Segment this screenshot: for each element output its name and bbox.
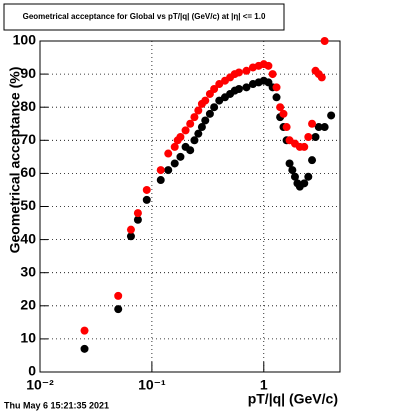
data-point: [234, 84, 243, 93]
data-point: [142, 185, 151, 194]
data-point: [201, 116, 210, 125]
data-point: [133, 209, 142, 218]
y-tick-label: 10: [20, 330, 36, 346]
y-tick-label: 30: [20, 263, 36, 279]
data-point: [190, 136, 199, 145]
y-tick-label: 80: [20, 98, 36, 114]
data-point: [290, 172, 299, 181]
data-point: [285, 159, 294, 168]
timestamp: Thu May 6 15:21:35 2021: [4, 400, 109, 410]
data-point: [80, 326, 89, 335]
data-point: [304, 132, 313, 141]
x-axis-label: pT/|q| (GeV/c): [248, 391, 338, 407]
data-point: [304, 172, 313, 181]
data-point: [300, 179, 309, 188]
data-point: [308, 119, 317, 128]
data-point: [190, 113, 199, 122]
data-point: [156, 176, 165, 185]
data-point: [282, 123, 291, 132]
data-point: [197, 123, 206, 132]
data-point: [308, 156, 317, 165]
data-point: [320, 37, 329, 45]
data-point: [156, 166, 165, 175]
data-point: [142, 195, 151, 204]
data-point: [210, 84, 219, 93]
data-point: [133, 215, 142, 224]
data-point: [201, 96, 210, 105]
data-point: [320, 123, 329, 132]
data-point: [170, 142, 179, 151]
y-axis-label: Geometrical acceptance (%): [7, 67, 23, 254]
y-tick-label: 40: [20, 230, 36, 246]
y-tick-label: 100: [13, 32, 37, 48]
y-tick-label: 0: [28, 363, 36, 379]
y-tick-label: 20: [20, 297, 36, 313]
data-point: [114, 305, 123, 314]
data-point: [210, 103, 219, 112]
data-point: [126, 225, 135, 234]
data-point: [170, 159, 179, 168]
data-point: [242, 66, 251, 75]
title-box: [3, 3, 285, 31]
x-tick-label: 1: [260, 377, 268, 393]
chart-title: Geometrical acceptance for Global vs pT/…: [23, 12, 266, 21]
data-point: [300, 142, 309, 151]
data-point: [279, 109, 288, 118]
data-point: [317, 73, 326, 82]
data-point: [242, 83, 251, 92]
y-tick-label: 90: [20, 65, 36, 81]
data-point: [268, 70, 277, 79]
data-point: [272, 83, 281, 92]
data-point: [272, 93, 281, 102]
data-point: [205, 109, 214, 118]
data-point: [114, 291, 123, 300]
data-point: [276, 103, 285, 112]
data-point: [80, 344, 89, 353]
x-tick-label: 10⁻²: [26, 377, 54, 393]
data-point: [186, 146, 195, 155]
data-point: [194, 106, 203, 115]
data-point: [126, 232, 135, 241]
data-point: [234, 68, 243, 77]
y-tick-label: 70: [20, 131, 36, 147]
data-point: [311, 132, 320, 141]
data-point: [176, 132, 185, 141]
x-tick-label: 10⁻¹: [138, 377, 166, 393]
data-point: [181, 126, 190, 135]
data-point: [186, 119, 195, 128]
data-point: [288, 166, 297, 175]
data-point: [314, 123, 323, 132]
data-point: [176, 152, 185, 161]
y-tick-label: 50: [20, 197, 36, 213]
data-point: [164, 166, 173, 175]
y-tick-label: 60: [20, 164, 36, 180]
data-point: [327, 111, 336, 120]
data-point: [264, 61, 273, 70]
data-point: [164, 149, 173, 158]
data-point: [194, 129, 203, 138]
